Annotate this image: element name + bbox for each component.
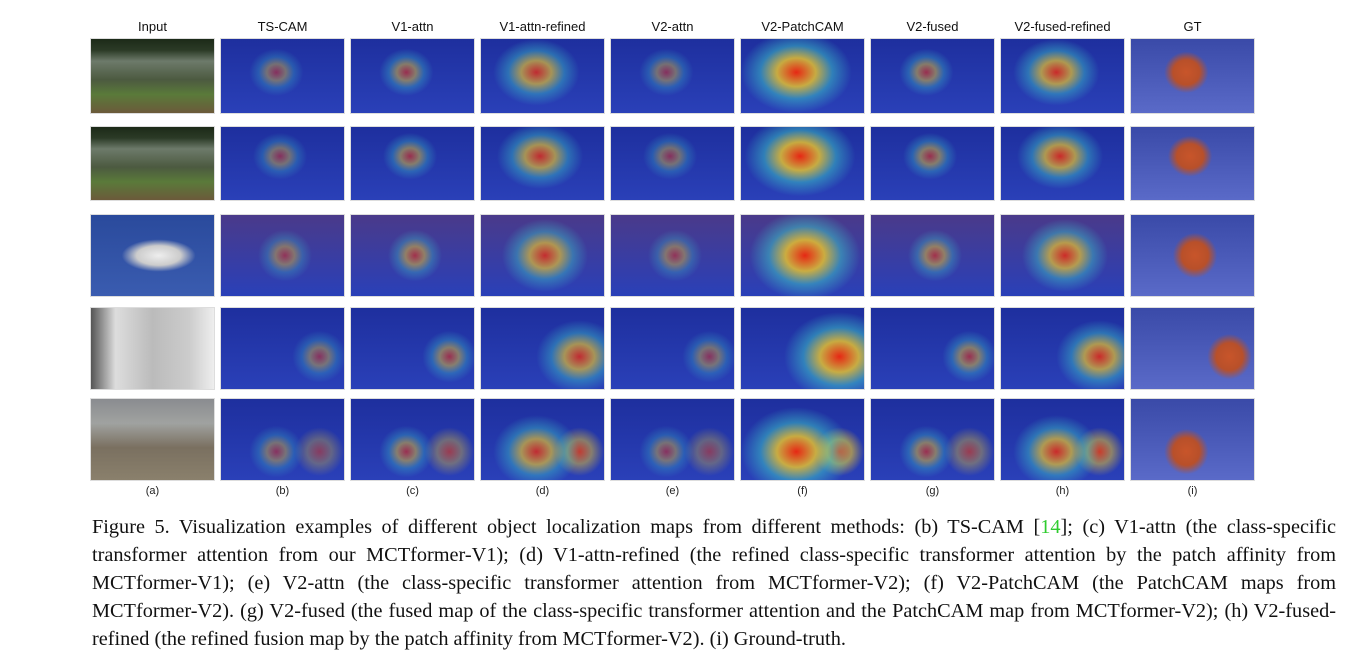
image-horse-rider-gt — [1130, 38, 1255, 114]
image-horse-rider-ts-cam — [220, 38, 345, 114]
column-header: V2-fused-refined — [1014, 19, 1111, 34]
caption-text: ]; (c) V1-attn (the class-specific trans… — [92, 516, 1336, 650]
column-header: V1-attn — [391, 19, 434, 34]
column-header: V2-PatchCAM — [761, 19, 844, 34]
image-airplane-gt — [1130, 214, 1255, 297]
image-person-wall-v2-patchcam — [740, 307, 865, 390]
column-label: (h) — [1055, 485, 1070, 497]
image-person-wall-input — [90, 307, 215, 390]
image-horse-rider-person-v1-attn-refined — [480, 126, 605, 201]
image-person-wall-v2-attn — [610, 307, 735, 390]
image-person-wall-ts-cam — [220, 307, 345, 390]
image-horse-rider-v2-patchcam — [740, 38, 865, 114]
image-horse-rider-v2-fused-refined — [1000, 38, 1125, 114]
citation-link[interactable]: 14 — [1040, 516, 1061, 538]
image-airplane-v2-fused-refined — [1000, 214, 1125, 297]
figure-caption: Figure 5. Visualization examples of diff… — [92, 513, 1336, 653]
image-dogs-beach-v2-fused-refined — [1000, 398, 1125, 481]
image-airplane-input — [90, 214, 215, 297]
image-horse-rider-person-v2-fused — [870, 126, 995, 201]
column-header: TS-CAM — [257, 19, 308, 34]
image-dogs-beach-v1-attn — [350, 398, 475, 481]
image-dogs-beach-v1-attn-refined — [480, 398, 605, 481]
image-person-wall-v1-attn-refined — [480, 307, 605, 390]
column-label: (i) — [1187, 485, 1198, 497]
image-dogs-beach-gt — [1130, 398, 1255, 481]
column-label: (f) — [797, 485, 808, 497]
image-dogs-beach-v2-fused — [870, 398, 995, 481]
image-airplane-v1-attn-refined — [480, 214, 605, 297]
image-dogs-beach-v2-patchcam — [740, 398, 865, 481]
image-person-wall-v2-fused-refined — [1000, 307, 1125, 390]
image-airplane-ts-cam — [220, 214, 345, 297]
image-horse-rider-person-v2-attn — [610, 126, 735, 201]
column-label: (a) — [145, 485, 160, 497]
image-person-wall-v2-fused — [870, 307, 995, 390]
column-header: V1-attn-refined — [499, 19, 586, 34]
image-horse-rider-person-input — [90, 126, 215, 201]
image-airplane-v2-patchcam — [740, 214, 865, 297]
column-header: Input — [138, 19, 167, 34]
image-airplane-v2-fused — [870, 214, 995, 297]
column-label: (d) — [535, 485, 550, 497]
image-horse-rider-person-gt — [1130, 126, 1255, 201]
image-horse-rider-v2-fused — [870, 38, 995, 114]
image-person-wall-gt — [1130, 307, 1255, 390]
column-label: (e) — [665, 485, 680, 497]
column-label: (c) — [406, 485, 419, 497]
image-horse-rider-input — [90, 38, 215, 114]
image-dogs-beach-v2-attn — [610, 398, 735, 481]
image-dogs-beach-ts-cam — [220, 398, 345, 481]
column-label: (b) — [275, 485, 290, 497]
column-label: (g) — [925, 485, 940, 497]
column-header: V2-fused — [906, 19, 959, 34]
column-header: V2-attn — [651, 19, 694, 34]
image-airplane-v1-attn — [350, 214, 475, 297]
image-horse-rider-v2-attn — [610, 38, 735, 114]
image-horse-rider-person-v2-fused-refined — [1000, 126, 1125, 201]
image-horse-rider-v1-attn — [350, 38, 475, 114]
image-person-wall-v1-attn — [350, 307, 475, 390]
column-header: GT — [1183, 19, 1202, 34]
caption-text: Figure 5. Visualization examples of diff… — [92, 516, 1041, 538]
image-dogs-beach-input — [90, 398, 215, 481]
image-horse-rider-person-v2-patchcam — [740, 126, 865, 201]
image-horse-rider-person-v1-attn — [350, 126, 475, 201]
image-horse-rider-person-ts-cam — [220, 126, 345, 201]
image-horse-rider-v1-attn-refined — [480, 38, 605, 114]
image-airplane-v2-attn — [610, 214, 735, 297]
